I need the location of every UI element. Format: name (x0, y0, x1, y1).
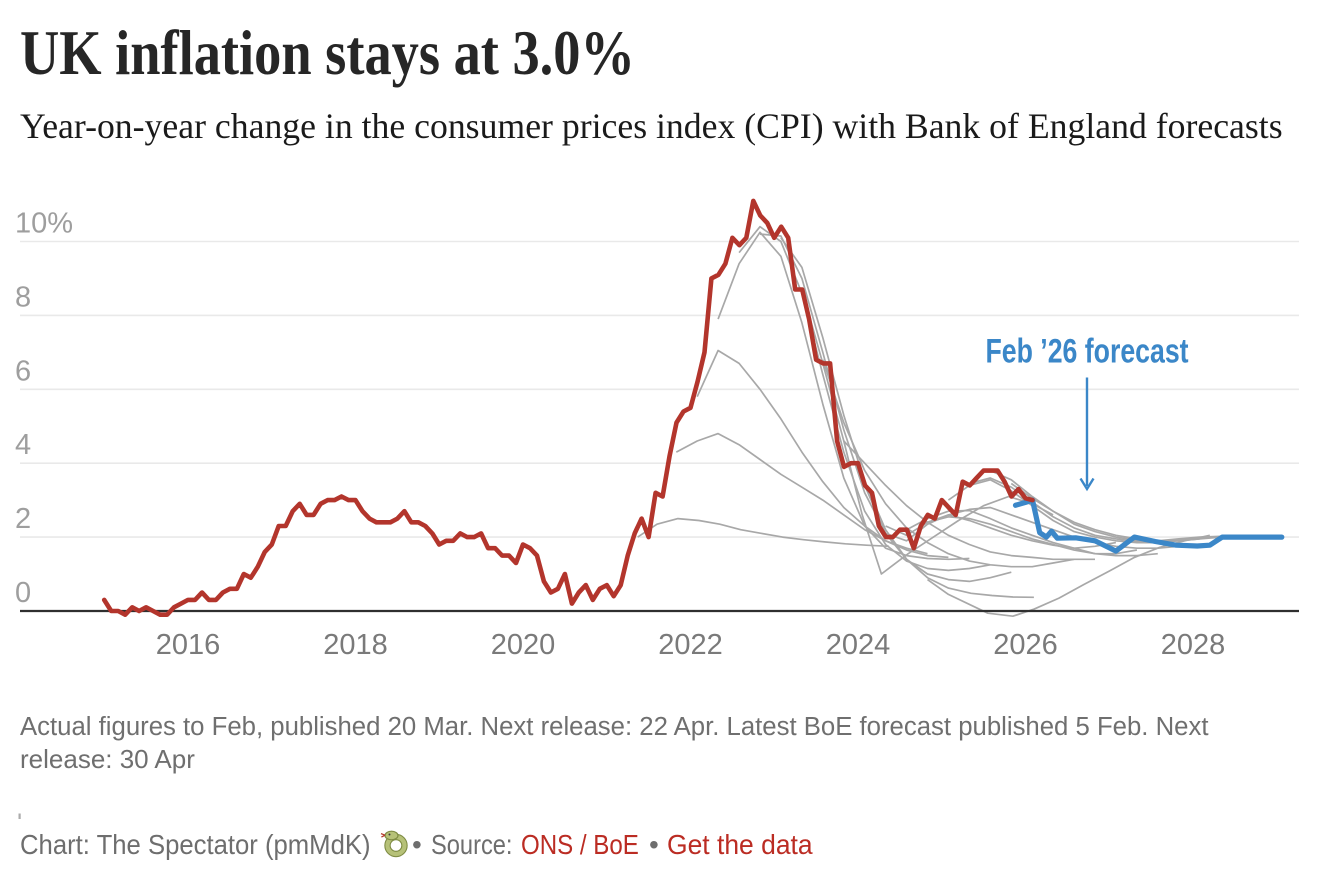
svg-text:UK inflation stays at 3.0%: UK inflation stays at 3.0% (20, 17, 635, 88)
svg-text:Actual figures to Feb, publish: Actual figures to Feb, published 20 Mar.… (20, 713, 1209, 741)
svg-text:2028: 2028 (1161, 629, 1226, 661)
svg-text:Chart: The Spectator (pmMdK): Chart: The Spectator (pmMdK) (20, 829, 371, 860)
svg-text:Feb ’26 forecast: Feb ’26 forecast (985, 332, 1188, 370)
svg-text:Get the data: Get the data (667, 828, 813, 860)
svg-text:release: 30 Apr: release: 30 Apr (20, 744, 195, 774)
svg-text:4: 4 (15, 429, 31, 461)
svg-text:2020: 2020 (491, 629, 556, 661)
svg-text:2024: 2024 (826, 629, 891, 661)
svg-text:ONS / BoE: ONS / BoE (521, 828, 639, 860)
svg-text:0: 0 (15, 577, 31, 609)
svg-text:2022: 2022 (658, 629, 723, 661)
svg-text:2: 2 (15, 503, 31, 535)
svg-text:2026: 2026 (993, 629, 1058, 661)
svg-text:8: 8 (15, 281, 31, 313)
svg-text:Year-on-year change in the con: Year-on-year change in the consumer pric… (20, 106, 1283, 146)
svg-text:2018: 2018 (323, 629, 388, 661)
svg-text:10%: 10% (15, 208, 73, 240)
svg-text:Source:: Source: (431, 830, 512, 860)
svg-text:2016: 2016 (156, 629, 221, 661)
svg-text:6: 6 (15, 355, 31, 387)
svg-text:•: • (412, 829, 422, 860)
svg-text:•: • (649, 829, 659, 860)
